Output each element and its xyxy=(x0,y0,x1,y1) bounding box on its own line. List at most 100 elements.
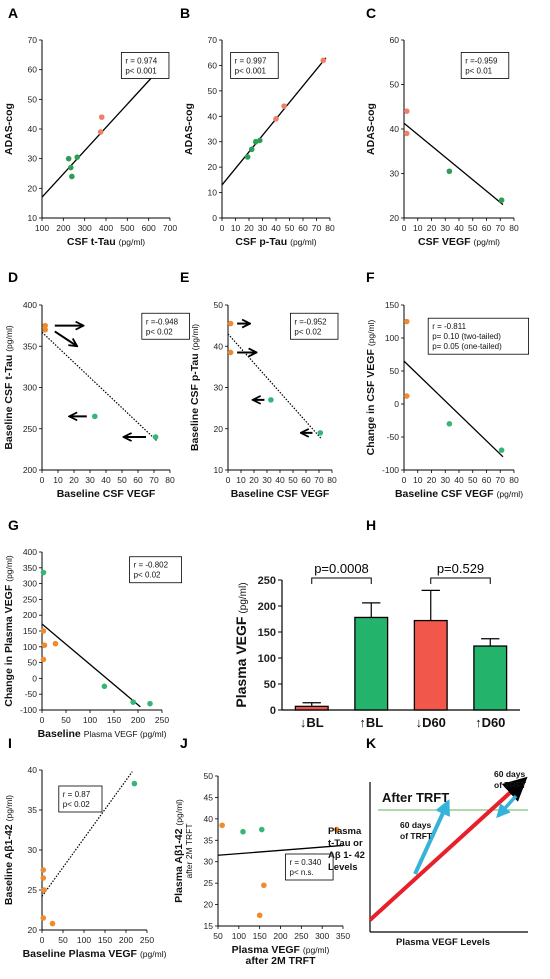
panel-j: J 15 20 25 30 35 40 45 50 50 100 150 200 250 300 350 Pla… xyxy=(173,735,350,967)
data-point xyxy=(68,164,74,171)
data-point xyxy=(40,628,47,634)
arrow-label-right: of TRFT xyxy=(494,780,527,790)
stats-box xyxy=(427,317,530,355)
significance-bracket xyxy=(430,577,491,584)
data-point xyxy=(74,154,80,160)
panel-d: D 200 250 300 350 400 0 10 20 30 40 50 60 70 80 Baselin… xyxy=(3,269,190,500)
stats-text: r = 0.997 xyxy=(235,56,267,65)
data-point xyxy=(258,826,265,833)
x-tick-label: 150 xyxy=(98,935,112,945)
y-tick-label: 30 xyxy=(390,169,400,179)
significance-bracket xyxy=(311,577,372,584)
side-label: t-Tau or xyxy=(328,838,363,849)
data-point xyxy=(49,920,56,927)
x-tick-label: 30 xyxy=(441,223,451,233)
x-axis-label: CSF VEGF (pg/ml) xyxy=(418,236,500,248)
y-axis-label: ADAS-cog xyxy=(3,103,15,155)
data-point xyxy=(98,114,105,120)
y-tick-label: 200 xyxy=(23,610,37,620)
stats-text: p= 0.10 (two-tailed) xyxy=(432,332,501,341)
x-tick-label: 40 xyxy=(454,223,464,233)
x-tick-label: 100 xyxy=(83,715,97,725)
data-point xyxy=(261,882,267,889)
y-tick-label: 150 xyxy=(385,300,399,310)
data-point xyxy=(498,197,505,203)
data-point xyxy=(446,421,453,427)
y-tick-label: 150 xyxy=(23,626,37,636)
y-tick-label: 0 xyxy=(212,213,217,223)
data-point xyxy=(240,828,246,835)
y-tick-label: 35 xyxy=(28,805,38,815)
annotation-arrow xyxy=(54,330,77,346)
x-tick-label: 0 xyxy=(402,223,407,233)
y-tick-label: 20 xyxy=(28,183,38,193)
side-label: Aβ 1- 42 xyxy=(328,850,365,861)
data-point xyxy=(147,700,153,707)
x-tick-label: 100 xyxy=(35,223,49,233)
y-tick-label: 0 xyxy=(32,673,37,683)
x-tick-label: 500 xyxy=(120,223,134,233)
y-axis-label: Baseline Aβ1-42(pg/ml) xyxy=(3,795,15,905)
p-value-label: p=0.529 xyxy=(437,561,484,576)
x-tick-label: 50 xyxy=(117,475,127,485)
y-tick-label: 40 xyxy=(204,814,214,824)
y-tick-label: 30 xyxy=(208,137,218,147)
data-point xyxy=(317,430,324,436)
x-tick-label: 10 xyxy=(413,223,423,233)
x-tick-label: 10 xyxy=(413,475,423,485)
stats-text: r = 0.87 xyxy=(63,790,91,799)
x-tick-label: 400 xyxy=(99,223,113,233)
y-tick-label: 30 xyxy=(28,845,38,855)
x-tick-label: 60 xyxy=(482,475,492,485)
y-tick-label: 50 xyxy=(390,80,400,90)
x-tick-label: 70 xyxy=(496,475,506,485)
fit-line xyxy=(227,333,323,440)
x-tick-label: 0 xyxy=(402,475,407,485)
x-axis-label: Baseline Plasma VEGF (pg/ml) xyxy=(38,728,167,740)
x-axis-label: Baseline CSF VEGF xyxy=(231,488,330,500)
stats-text: p< 0.01 xyxy=(465,66,492,75)
stats-text: p< 0.001 xyxy=(235,66,267,75)
panel-label: E xyxy=(180,269,189,285)
x-tick-label: 50 xyxy=(213,931,223,941)
y-tick-label: 350 xyxy=(23,563,37,573)
stats-text: p< 0.02 xyxy=(134,571,161,580)
panel-label: A xyxy=(8,5,18,21)
data-point xyxy=(130,699,136,705)
y-tick-label: 100 xyxy=(385,333,399,343)
x-tick-label: 50 xyxy=(61,715,71,725)
y-tick-label: 30 xyxy=(214,383,224,393)
y-tick-label: 400 xyxy=(23,547,37,557)
data-point xyxy=(40,867,47,873)
y-tick-label: 40 xyxy=(28,124,38,134)
x-axis-label: CSF t-Tau (pg/ml) xyxy=(67,236,145,248)
data-point xyxy=(40,569,47,576)
data-point xyxy=(42,322,48,329)
side-label: Plasma xyxy=(328,826,362,837)
stats-box xyxy=(120,52,170,79)
panel-label: H xyxy=(366,517,376,533)
y-tick-label: 50 xyxy=(264,679,276,691)
y-tick-label: 60 xyxy=(390,35,400,45)
y-tick-label: 60 xyxy=(208,60,218,70)
y-tick-label: 10 xyxy=(214,465,224,475)
diagram-title: After TRFT xyxy=(382,790,449,805)
y-axis-label: Baseline CSF t-Tau(pg/ml) xyxy=(3,325,15,450)
stats-box xyxy=(285,853,334,881)
data-point xyxy=(244,154,251,160)
x-tick-label: 60 xyxy=(298,223,308,233)
data-point xyxy=(42,326,48,333)
x-tick-label: 80 xyxy=(327,475,337,485)
panel-label: I xyxy=(8,735,12,751)
y-tick-label: 45 xyxy=(204,792,214,802)
y-tick-label: 50 xyxy=(214,300,224,310)
category-label: ↓D60 xyxy=(416,715,446,730)
stats-box xyxy=(58,785,103,813)
x-tick-label: 200 xyxy=(56,223,70,233)
x-axis-label: Plasma VEGF Levels xyxy=(396,937,490,948)
y-tick-label: 50 xyxy=(28,658,38,668)
x-tick-label: 30 xyxy=(258,223,268,233)
fit-line xyxy=(41,623,141,708)
x-axis-label: Baseline CSF VEGF (pg/ml) xyxy=(395,488,523,500)
y-tick-label: 400 xyxy=(23,300,37,310)
